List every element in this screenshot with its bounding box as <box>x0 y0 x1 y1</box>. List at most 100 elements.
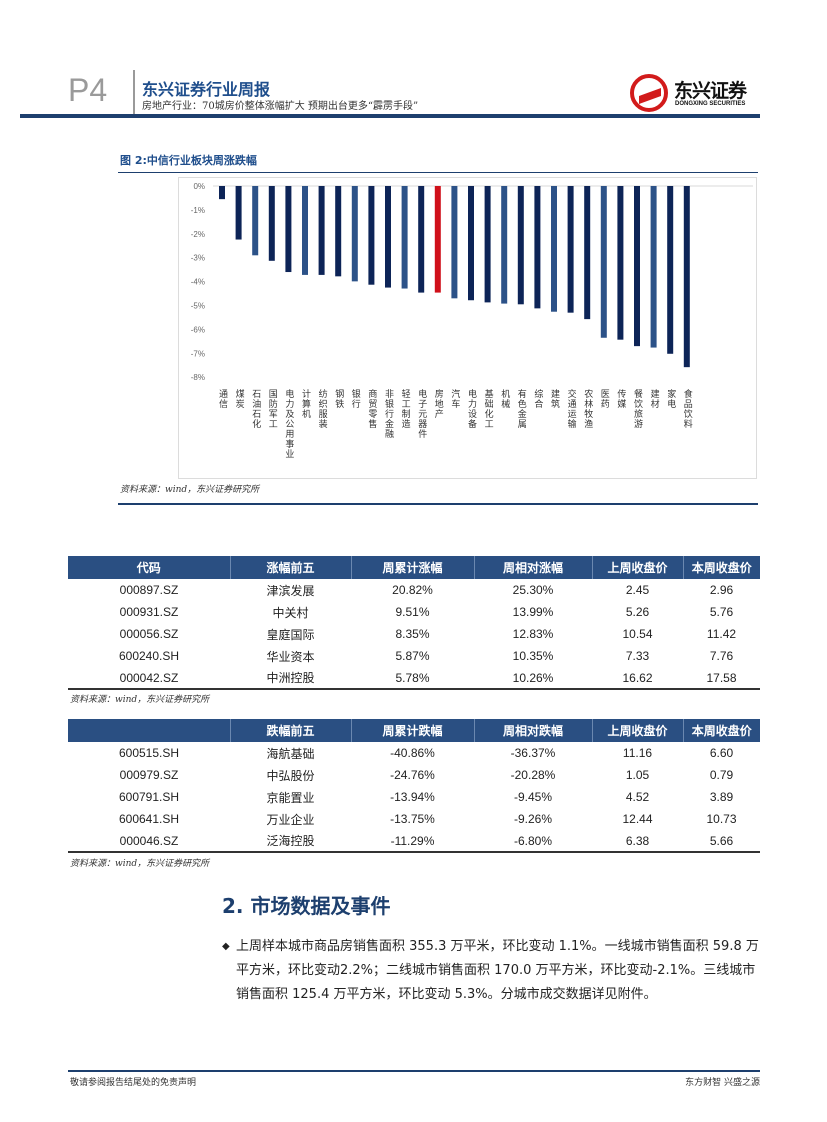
col-header: 跌幅前五 <box>230 719 352 742</box>
col-header: 周相对涨幅 <box>474 556 593 579</box>
x-tick-label: 食品饮料 <box>682 388 693 429</box>
bar <box>451 186 458 299</box>
stock-name: 津滨发展 <box>266 583 315 598</box>
this-close: 5.66 <box>683 830 760 853</box>
bar <box>434 186 441 293</box>
col-header: 上周收盘价 <box>592 719 684 742</box>
bar <box>285 186 292 273</box>
x-tick-label: 电力设备 <box>466 388 477 429</box>
stock-code: 000042.SZ <box>68 667 230 690</box>
weekly-change: -13.94% <box>390 790 435 804</box>
x-tick-label: 电子元器件 <box>416 388 427 439</box>
y-tick-label: 0% <box>193 182 205 191</box>
this-close: 0.79 <box>709 768 734 782</box>
x-tick-label: 餐饮旅游 <box>632 388 643 429</box>
relative-change: 25.30% <box>512 583 554 597</box>
stock-name: 中弘股份 <box>266 768 315 783</box>
table-row: 600791.SH 京能置业 -13.94% -9.45% 4.52 3.89 <box>68 786 760 808</box>
stock-name: 万业企业 <box>266 812 315 827</box>
bar <box>567 186 574 313</box>
last-close: 6.38 <box>592 830 683 853</box>
figure-bottom-rule <box>118 503 758 505</box>
x-tick-label: 基础化工 <box>483 388 494 429</box>
figure-title: 图 2:中信行业板块周涨跌幅 <box>120 154 257 167</box>
section-heading: 2. 市场数据及事件 <box>222 894 391 918</box>
header-rule <box>20 114 760 118</box>
stock-code: 600240.SH <box>118 649 180 663</box>
weekly-change: -40.86% <box>390 746 435 760</box>
x-tick-label: 传媒 <box>615 388 626 409</box>
stock-code: 000931.SZ <box>119 605 179 619</box>
x-tick-label: 医药 <box>599 389 610 409</box>
this-close: 10.73 <box>706 812 737 826</box>
this-close: 17.58 <box>683 667 760 690</box>
bar <box>551 186 557 312</box>
bar <box>484 186 491 303</box>
x-tick-label: 非银行金融 <box>383 388 394 439</box>
table-header-row: 代码 涨幅前五 周累计涨幅 周相对涨幅 上周收盘价 本周收盘价 <box>68 556 760 579</box>
stock-name: 中关村 <box>272 605 309 620</box>
stock-code: 000056.SZ <box>119 627 179 641</box>
bar-chart: 0%-1%-2%-3%-4%-5%-6%-7%-8%通信 煤炭 石油石化 国防军工 电力… <box>191 182 753 459</box>
weekly-change: 20.82% <box>392 583 433 597</box>
x-tick-label: 汽车 <box>449 388 460 409</box>
this-close: 3.89 <box>709 790 734 804</box>
this-close: 5.76 <box>709 605 734 619</box>
table-row: 000931.SZ 中关村 9.51% 13.99% 5.26 5.76 <box>68 601 760 623</box>
col-header: 周累计跌幅 <box>351 719 475 742</box>
y-tick-label: -4% <box>191 278 205 287</box>
report-title: 东兴证券行业周报 <box>142 80 271 99</box>
last-close: 2.45 <box>625 583 650 597</box>
y-tick-label: -3% <box>191 254 205 263</box>
this-close: 2.96 <box>709 583 734 597</box>
x-tick-label: 轻工制造 <box>400 388 411 429</box>
table-row: 000056.SZ 皇庭国际 8.35% 12.83% 10.54 11.42 <box>68 623 760 645</box>
bar <box>650 186 657 348</box>
y-tick-label: -7% <box>191 349 205 358</box>
x-tick-label: 钢铁 <box>333 388 344 409</box>
table-row: 600641.SH 万业企业 -13.75% -9.26% 12.44 10.73 <box>68 808 760 830</box>
y-tick-label: -8% <box>191 373 205 382</box>
last-close: 10.54 <box>622 627 653 641</box>
bar <box>351 186 358 282</box>
bar <box>600 186 607 338</box>
stock-code: 600515.SH <box>118 746 180 760</box>
this-close: 11.42 <box>706 627 737 641</box>
table-row: 000897.SZ 津滨发展 20.82% 25.30% 2.45 2.96 <box>68 579 760 601</box>
table-row: 600240.SH 华业资本 5.87% 10.35% 7.33 7.76 <box>68 645 760 667</box>
weekly-change: 9.51% <box>395 605 430 619</box>
stock-name: 京能置业 <box>266 790 315 805</box>
stock-code: 600641.SH <box>118 812 180 826</box>
stock-name: 泛海控股 <box>230 830 351 853</box>
relative-change: -6.80% <box>474 830 592 853</box>
top-losers-table: 跌幅前五 周累计跌幅 周相对跌幅 上周收盘价 本周收盘价 600515.SH 海航… <box>68 719 760 853</box>
x-tick-label: 交通运输 <box>566 388 577 429</box>
last-close: 12.44 <box>622 812 653 826</box>
bar <box>683 186 690 368</box>
x-tick-label: 农林牧渔 <box>582 388 593 429</box>
stock-code: 000046.SZ <box>68 830 230 853</box>
bar <box>268 186 275 261</box>
last-close: 11.16 <box>622 746 653 760</box>
table-row: 000042.SZ 中洲控股 5.78% 10.26% 16.62 17.58 <box>68 667 760 690</box>
relative-change: 13.99% <box>512 605 554 619</box>
footer-slogan: 东方财智 兴盛之源 <box>685 1078 760 1088</box>
stock-name: 海航基础 <box>266 746 315 761</box>
last-close: 5.26 <box>625 605 650 619</box>
chart-frame <box>178 177 757 479</box>
relative-change: -9.26% <box>513 812 553 826</box>
col-header <box>68 719 231 742</box>
bar <box>335 186 342 277</box>
logo-text: 东兴证券 <box>674 80 747 102</box>
col-header: 代码 <box>68 556 231 579</box>
figure-source: 资料来源：wind，东兴证券研究所 <box>120 485 260 495</box>
market-paragraph: 上周样本城市商品房销售面积 355.3 万平米，环比变动 1.1%。一线城市销售… <box>236 939 759 1002</box>
bar <box>667 186 674 354</box>
x-tick-label: 商贸零售 <box>366 388 377 429</box>
top-gainers-table: 代码 涨幅前五 周累计涨幅 周相对涨幅 上周收盘价 本周收盘价 000897.S… <box>68 556 760 690</box>
stock-name: 华业资本 <box>266 649 315 664</box>
relative-change: 10.35% <box>512 649 554 663</box>
last-close: 1.05 <box>625 768 650 782</box>
report-subtitle: 房地产行业：70城房价整体涨幅扩大 预期出台更多“霹雳手段” <box>142 101 419 112</box>
x-tick-label: 通信 <box>217 389 228 409</box>
